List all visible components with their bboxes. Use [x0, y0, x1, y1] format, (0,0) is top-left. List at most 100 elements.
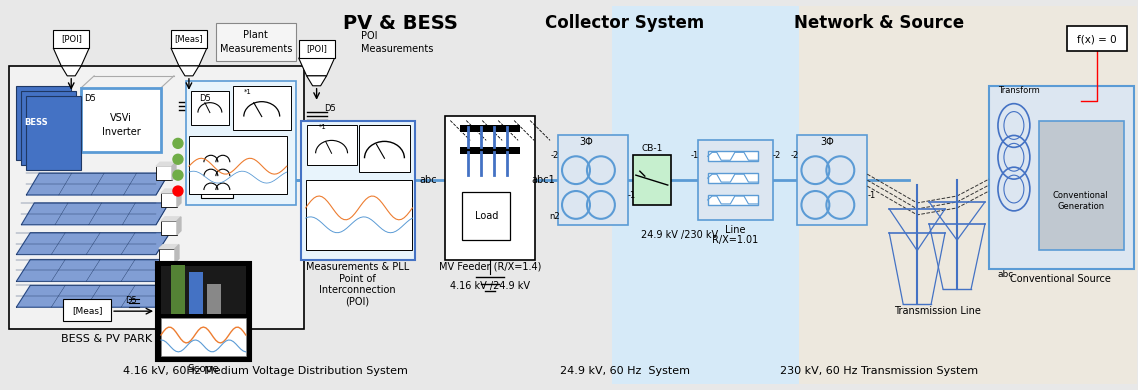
Text: Measurements: Measurements [361, 44, 432, 54]
Bar [698, 140, 773, 220]
Text: 3Φ: 3Φ [820, 137, 834, 147]
Text: 4.16 kV /24.9 kV: 4.16 kV /24.9 kV [451, 281, 530, 291]
Polygon shape [306, 76, 327, 86]
Polygon shape [16, 259, 170, 281]
Text: BESS & PV PARK: BESS & PV PARK [60, 334, 151, 344]
Text: Transform: Transform [998, 86, 1040, 95]
Polygon shape [61, 66, 81, 76]
Text: R/X=1.01: R/X=1.01 [712, 235, 759, 245]
Bar [22, 91, 76, 165]
Bar [189, 273, 203, 314]
Bar [800, 6, 1137, 384]
Text: BESS: BESS [25, 118, 48, 127]
Text: Interconnection: Interconnection [319, 285, 396, 295]
Text: Load: Load [475, 211, 498, 221]
Bar [156, 166, 172, 180]
Polygon shape [53, 48, 89, 66]
Polygon shape [22, 203, 168, 225]
Polygon shape [172, 162, 176, 180]
Text: D5: D5 [324, 104, 337, 113]
Bar [160, 266, 246, 314]
Text: POI: POI [361, 31, 377, 41]
Text: Point of: Point of [339, 275, 376, 284]
Text: D5: D5 [199, 94, 211, 103]
Text: -2: -2 [790, 151, 799, 160]
Bar [191, 91, 229, 126]
Polygon shape [171, 48, 207, 66]
Bar [81, 88, 160, 152]
Text: *1: *1 [319, 124, 327, 131]
Bar [633, 155, 670, 205]
Bar [189, 136, 287, 194]
Bar [306, 180, 412, 250]
Polygon shape [160, 189, 181, 193]
Polygon shape [156, 162, 176, 166]
Bar [159, 248, 175, 262]
Text: 230 kV, 60 Hz Transmission System: 230 kV, 60 Hz Transmission System [781, 366, 979, 376]
Bar [156, 262, 250, 361]
Text: (POI): (POI) [346, 296, 370, 306]
Bar [160, 318, 246, 356]
Bar [798, 135, 867, 225]
Text: Transmission Line: Transmission Line [893, 306, 981, 316]
Text: Scope: Scope [187, 364, 218, 374]
Text: CB-1: CB-1 [641, 144, 662, 153]
Bar [462, 192, 510, 240]
Text: D5: D5 [125, 296, 137, 305]
Text: Measurements & PLL: Measurements & PLL [306, 262, 410, 273]
Text: Measurements: Measurements [220, 44, 292, 54]
Bar [306, 126, 356, 165]
Bar [445, 115, 535, 259]
Text: -1: -1 [867, 190, 875, 200]
Polygon shape [16, 233, 170, 255]
Bar [171, 264, 185, 314]
Bar [185, 81, 296, 205]
Text: Inverter: Inverter [101, 128, 140, 137]
Text: -1: -1 [691, 151, 699, 160]
Text: 24.9 kV /230 kV: 24.9 kV /230 kV [641, 230, 718, 240]
Text: 4.16 kV, 60Hz Medium Voltage Distribution System: 4.16 kV, 60Hz Medium Voltage Distributio… [123, 366, 409, 376]
Text: Plant: Plant [244, 30, 269, 40]
Bar [989, 86, 1133, 269]
Text: 24.9 kV, 60 Hz  System: 24.9 kV, 60 Hz System [560, 366, 690, 376]
Text: Generation: Generation [1057, 202, 1104, 211]
Text: abc1: abc1 [531, 175, 555, 185]
Text: *1: *1 [244, 89, 251, 95]
Bar [708, 173, 758, 183]
Text: -2: -2 [773, 151, 781, 160]
Bar [612, 6, 800, 384]
Text: VSVi: VSVi [110, 113, 132, 122]
Text: [Meas]: [Meas] [72, 306, 102, 315]
Text: -2: -2 [551, 151, 559, 160]
Bar [460, 147, 520, 154]
Bar [16, 86, 72, 160]
Polygon shape [298, 58, 335, 76]
Bar [171, 30, 207, 48]
Text: [POI]: [POI] [306, 44, 327, 53]
Bar [460, 126, 520, 133]
Circle shape [173, 186, 183, 196]
Bar [358, 126, 411, 172]
Text: Network & Source: Network & Source [794, 14, 964, 32]
Text: abc: abc [420, 175, 437, 185]
Bar [207, 284, 221, 314]
Bar [9, 66, 304, 329]
Polygon shape [175, 245, 179, 262]
Bar [300, 121, 415, 259]
Bar [53, 30, 89, 48]
Text: Line: Line [725, 225, 745, 235]
Polygon shape [178, 217, 181, 235]
Text: [Meas]: [Meas] [174, 35, 204, 44]
Circle shape [173, 154, 183, 164]
Bar [160, 193, 178, 207]
Polygon shape [26, 173, 168, 195]
Text: Collector System: Collector System [545, 14, 704, 32]
Circle shape [173, 138, 183, 148]
Text: MV Feeder (R/X=1.4): MV Feeder (R/X=1.4) [439, 261, 542, 271]
Text: PV & BESS: PV & BESS [343, 14, 457, 33]
Text: D5: D5 [84, 94, 96, 103]
Polygon shape [16, 285, 170, 307]
Bar [708, 195, 758, 205]
Bar [26, 96, 81, 170]
Bar [216, 23, 296, 61]
